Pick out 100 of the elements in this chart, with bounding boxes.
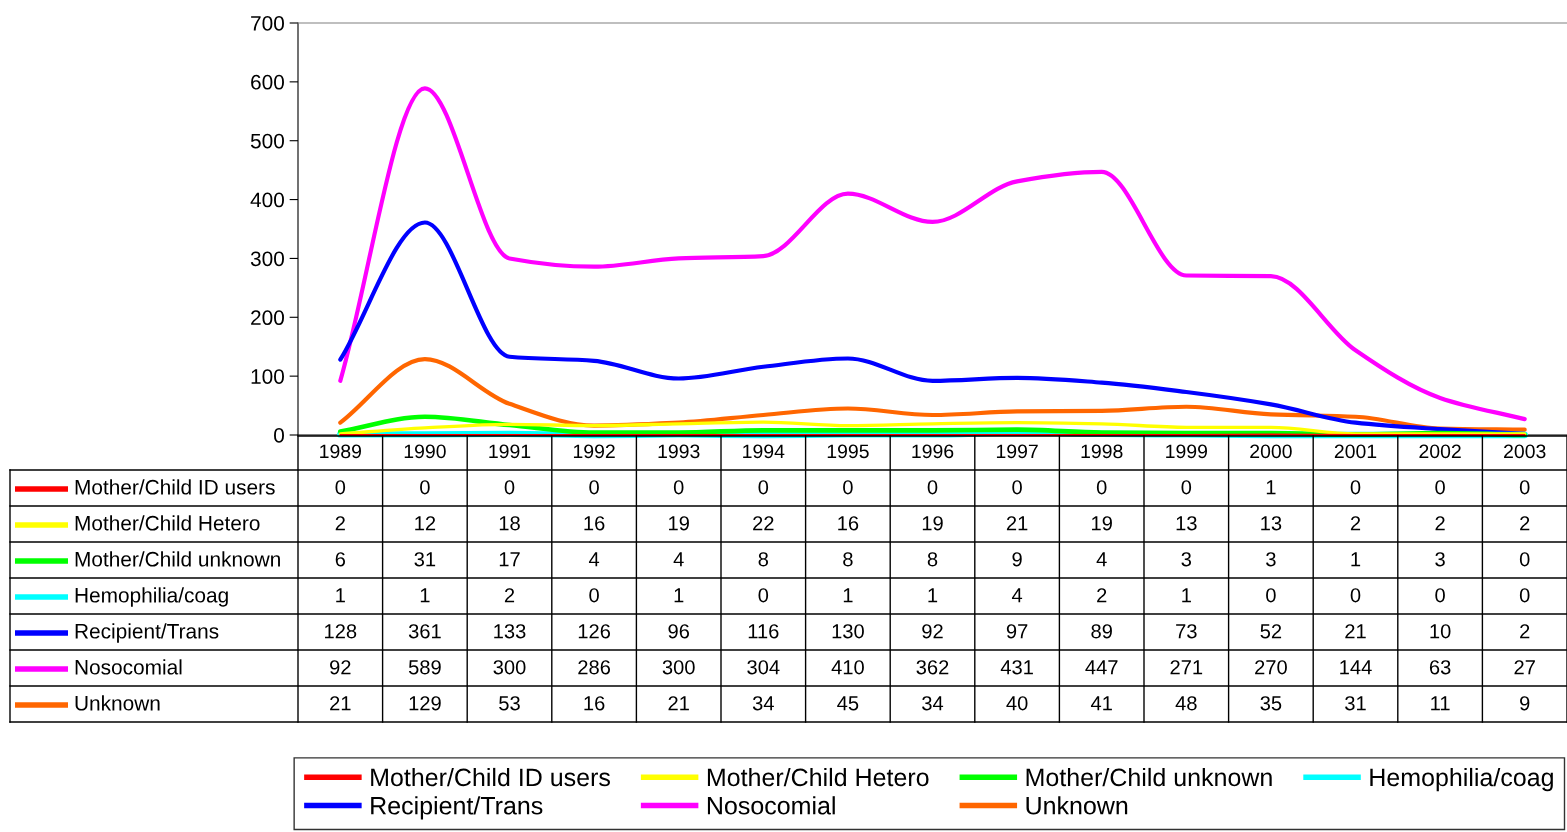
data-label: 52	[1260, 624, 1282, 639]
data-label: 21	[1345, 624, 1366, 639]
data-label: 116	[748, 624, 779, 639]
legend-label: Mother/Child ID users	[75, 479, 275, 495]
data-label: 300	[493, 660, 526, 675]
data-label: 447	[1085, 660, 1118, 675]
data-label: 0	[1435, 588, 1445, 603]
data-label: 45	[837, 696, 859, 711]
x-tick-label: 2002	[1419, 444, 1461, 459]
data-label: 12	[415, 516, 436, 531]
text: Mother/Child Hetero	[707, 767, 929, 787]
text: Mother/Child ID users	[371, 767, 610, 787]
data-label: 144	[1340, 660, 1372, 675]
data-label: 41	[1090, 696, 1112, 711]
data-label: 286	[578, 660, 611, 675]
data-label: 0	[1519, 480, 1530, 495]
data-label: 6	[335, 552, 346, 567]
y-tick-label: 0	[274, 428, 284, 443]
y-tick-label: 200	[251, 310, 284, 326]
data-label: 21	[1006, 516, 1028, 531]
data-label: 34	[752, 696, 774, 711]
data-label: 0	[1350, 588, 1361, 603]
x-tick-label: 1991	[489, 444, 531, 459]
legend-label: Hemophilia/coag	[75, 587, 228, 607]
data-label: 2	[504, 588, 515, 603]
data-label: 19	[669, 516, 689, 531]
data-label: 18	[499, 516, 520, 531]
x-tick-label: 2001	[1334, 444, 1377, 459]
data-label: 9	[1012, 552, 1022, 567]
data-label: 3	[1435, 552, 1445, 567]
data-label: 96	[668, 624, 690, 639]
data-label: 2	[1520, 624, 1530, 639]
data-label: 0	[843, 480, 853, 495]
data-label: 40	[1006, 696, 1028, 711]
data-label: 1	[420, 588, 430, 603]
data-label: 2	[335, 516, 345, 531]
x-tick-label: 1997	[996, 444, 1038, 459]
text: Recipient/Trans	[371, 796, 543, 820]
data-label: 1	[1351, 552, 1361, 567]
data-label: 19	[1092, 516, 1112, 531]
data-label: 17	[499, 552, 520, 567]
data-label: 8	[843, 552, 853, 567]
x-tick-label: 1999	[1166, 444, 1208, 459]
data-label: 2	[1097, 588, 1107, 603]
data-label: 0	[335, 480, 346, 495]
data-label: 92	[922, 624, 943, 639]
data-label: 63	[1429, 660, 1451, 675]
legend-label: Mother/Child Hetero	[75, 515, 260, 531]
line-series	[338, 420, 1527, 436]
data-label: 0	[758, 588, 769, 603]
data-label: 4	[588, 552, 600, 567]
data-label: 31	[414, 552, 436, 567]
data-label: 0	[1350, 480, 1361, 495]
data-label: 0	[1435, 480, 1445, 495]
data-label: 35	[1260, 696, 1282, 711]
data-label: 0	[1012, 480, 1022, 495]
data-label: 129	[409, 696, 441, 711]
data-label: 21	[668, 696, 689, 711]
data-label: 1	[843, 588, 853, 603]
x-tick-label: 2000	[1250, 444, 1292, 459]
x-tick-label: 1992	[573, 444, 615, 459]
x-tick-label: 1995	[827, 444, 869, 459]
data-label: 0	[1096, 480, 1107, 495]
text: Hemophilia/coag	[1370, 767, 1553, 792]
data-label: 0	[758, 480, 769, 495]
y-tick-label: 600	[251, 74, 284, 90]
data-label: 431	[1000, 660, 1033, 675]
legend-label: Nosocomial	[75, 659, 182, 675]
x-tick-label: 1994	[743, 444, 785, 459]
data-label: 0	[1519, 588, 1530, 603]
x-tick-label: 1989	[320, 444, 362, 459]
data-label: 2	[1520, 516, 1530, 531]
text: Unknown	[1026, 796, 1128, 815]
data-label: 22	[753, 516, 774, 531]
data-label: 8	[927, 552, 938, 567]
text: Nosocomial	[707, 796, 835, 815]
text: Mother/Child unknown	[1026, 767, 1272, 787]
x-tick-label: 1990	[404, 444, 446, 459]
data-label: 4	[1011, 588, 1023, 603]
data-label: 300	[662, 660, 695, 675]
data-label: 19	[922, 516, 943, 531]
y-tick-label: 300	[250, 251, 284, 267]
data-label: 0	[1266, 588, 1276, 603]
data-label: 2	[1435, 516, 1445, 531]
data-label: 13	[1176, 516, 1197, 531]
line-series	[338, 86, 1527, 422]
y-tick-label: 500	[250, 133, 284, 149]
data-label: 97	[1006, 624, 1028, 639]
data-label: 130	[832, 624, 864, 639]
data-label: 4	[1096, 552, 1107, 567]
data-label: 10	[1430, 624, 1451, 639]
data-label: 0	[927, 480, 938, 495]
data-label: 3	[1266, 552, 1276, 567]
data-label: 34	[922, 696, 944, 711]
x-tick-label: 2003	[1504, 444, 1546, 459]
data-label: 126	[578, 624, 611, 639]
data-label: 21	[330, 696, 351, 711]
data-label: 2	[1350, 516, 1361, 531]
legend-label: Mother/Child unknown	[75, 551, 280, 567]
x-tick-label: 1998	[1081, 444, 1123, 459]
